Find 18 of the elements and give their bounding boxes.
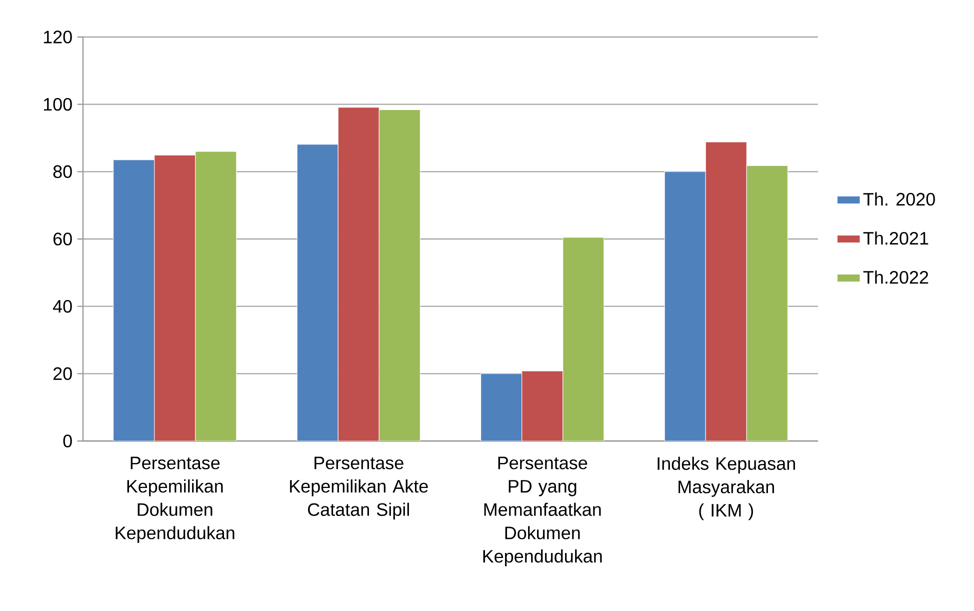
y-tick-label: 20 bbox=[53, 367, 72, 380]
y-tick-label: 40 bbox=[52, 300, 72, 313]
x-tick-label: Indeks Kepuasan Masyarakan ( IKM ) bbox=[658, 456, 795, 520]
bar bbox=[338, 107, 380, 441]
bar bbox=[522, 370, 564, 441]
y-tick-label: 100 bbox=[44, 98, 72, 111]
y-tick-label: 60 bbox=[54, 232, 72, 246]
legend-label: Th. 2020 bbox=[863, 192, 935, 206]
x-tick-label: Persentase Kepemilikan Akte Catatan Sipil bbox=[290, 456, 428, 520]
x-tick-label: Persentase Kepemilikan Dokumen Kependudukan bbox=[116, 456, 234, 543]
y-tick-label: 120 bbox=[44, 30, 72, 44]
y-tick-label: 0 bbox=[63, 434, 72, 448]
bar bbox=[154, 154, 196, 441]
y-tick-label: 80 bbox=[53, 165, 72, 178]
bar bbox=[705, 142, 747, 441]
legend-label: Th.2021 bbox=[863, 231, 928, 245]
x-tick-label: Persentase PD yang Memanfaatkan Dokumen Kependudukan bbox=[483, 456, 602, 566]
legend-label: Th.2022 bbox=[863, 270, 928, 284]
